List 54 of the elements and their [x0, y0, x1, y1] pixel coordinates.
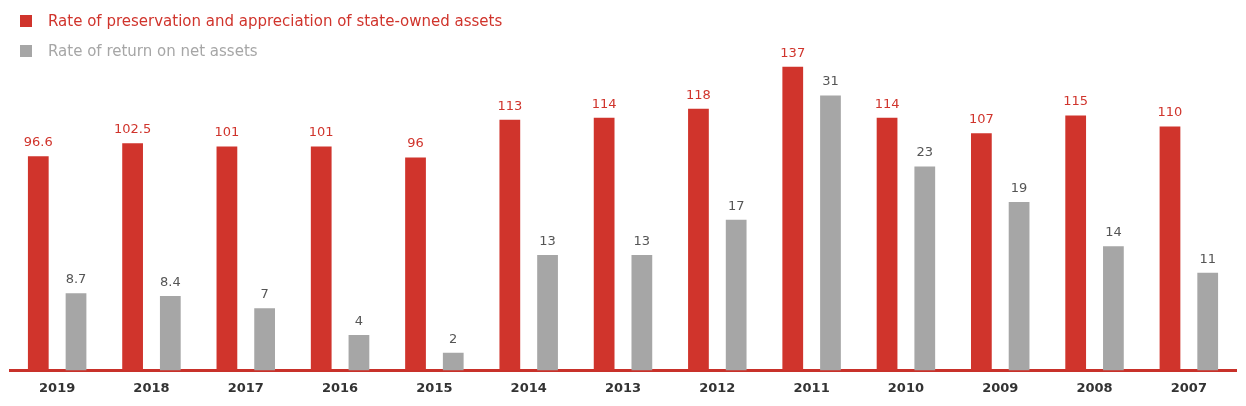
x-tick-label: 2008: [1076, 379, 1113, 395]
x-tick-label: 2018: [133, 379, 170, 395]
data-label: 31: [822, 73, 839, 89]
data-label: 101: [308, 124, 334, 140]
legend-label: Rate of return on net assets: [48, 42, 258, 60]
data-label: 19: [1010, 179, 1028, 195]
x-tick-label: 2011: [793, 379, 830, 395]
data-label: 114: [591, 95, 617, 111]
data-label: 2: [449, 330, 458, 346]
data-label: 110: [1157, 104, 1183, 120]
x-tick-label: 2017: [227, 379, 264, 395]
data-label: 17: [727, 197, 745, 213]
legend-label: Rate of preservation and appreciation of state-owned assets: [48, 12, 503, 30]
data-label: 13: [539, 232, 556, 248]
x-tick-label: 2010: [887, 379, 925, 395]
data-label: 13: [633, 232, 651, 248]
data-label: 137: [780, 44, 806, 60]
data-label: 14: [1105, 224, 1122, 240]
x-tick-label: 2016: [321, 379, 359, 395]
bar: [537, 255, 558, 371]
x-tick-label: 2009: [982, 379, 1019, 395]
data-label: 114: [874, 95, 900, 111]
bar: [1197, 272, 1219, 371]
data-label: 101: [214, 124, 240, 140]
bar: [914, 166, 936, 371]
x-tick-label: 2014: [510, 379, 547, 395]
data-label: 115: [1063, 93, 1089, 109]
data-label: 102.5: [113, 121, 152, 137]
bar: [442, 352, 464, 371]
bar: [631, 255, 653, 371]
bar: [65, 293, 87, 371]
bar: [820, 95, 841, 371]
x-tick-label: 2019: [39, 379, 76, 395]
bar: [254, 308, 276, 371]
data-label: 23: [916, 144, 934, 160]
data-label: 7: [260, 286, 269, 302]
data-label: 118: [686, 86, 711, 102]
bar: [159, 295, 181, 371]
data-label: 96: [407, 135, 424, 151]
bar: [725, 219, 747, 371]
bar: [348, 334, 370, 371]
data-label: 4: [354, 312, 364, 328]
data-label: 96.6: [23, 134, 53, 150]
bar: [1008, 201, 1030, 371]
x-tick-label: 2012: [699, 379, 736, 395]
data-label: 8.7: [65, 271, 87, 287]
data-label: 107: [968, 111, 994, 127]
x-tick-label: 2015: [416, 379, 453, 395]
data-label: 113: [497, 97, 523, 113]
x-tick-label: 2013: [604, 379, 642, 395]
data-label: 8.4: [159, 273, 181, 289]
bar: [1103, 246, 1124, 371]
data-label: 11: [1199, 250, 1216, 266]
x-tick-label: 2007: [1170, 379, 1207, 395]
